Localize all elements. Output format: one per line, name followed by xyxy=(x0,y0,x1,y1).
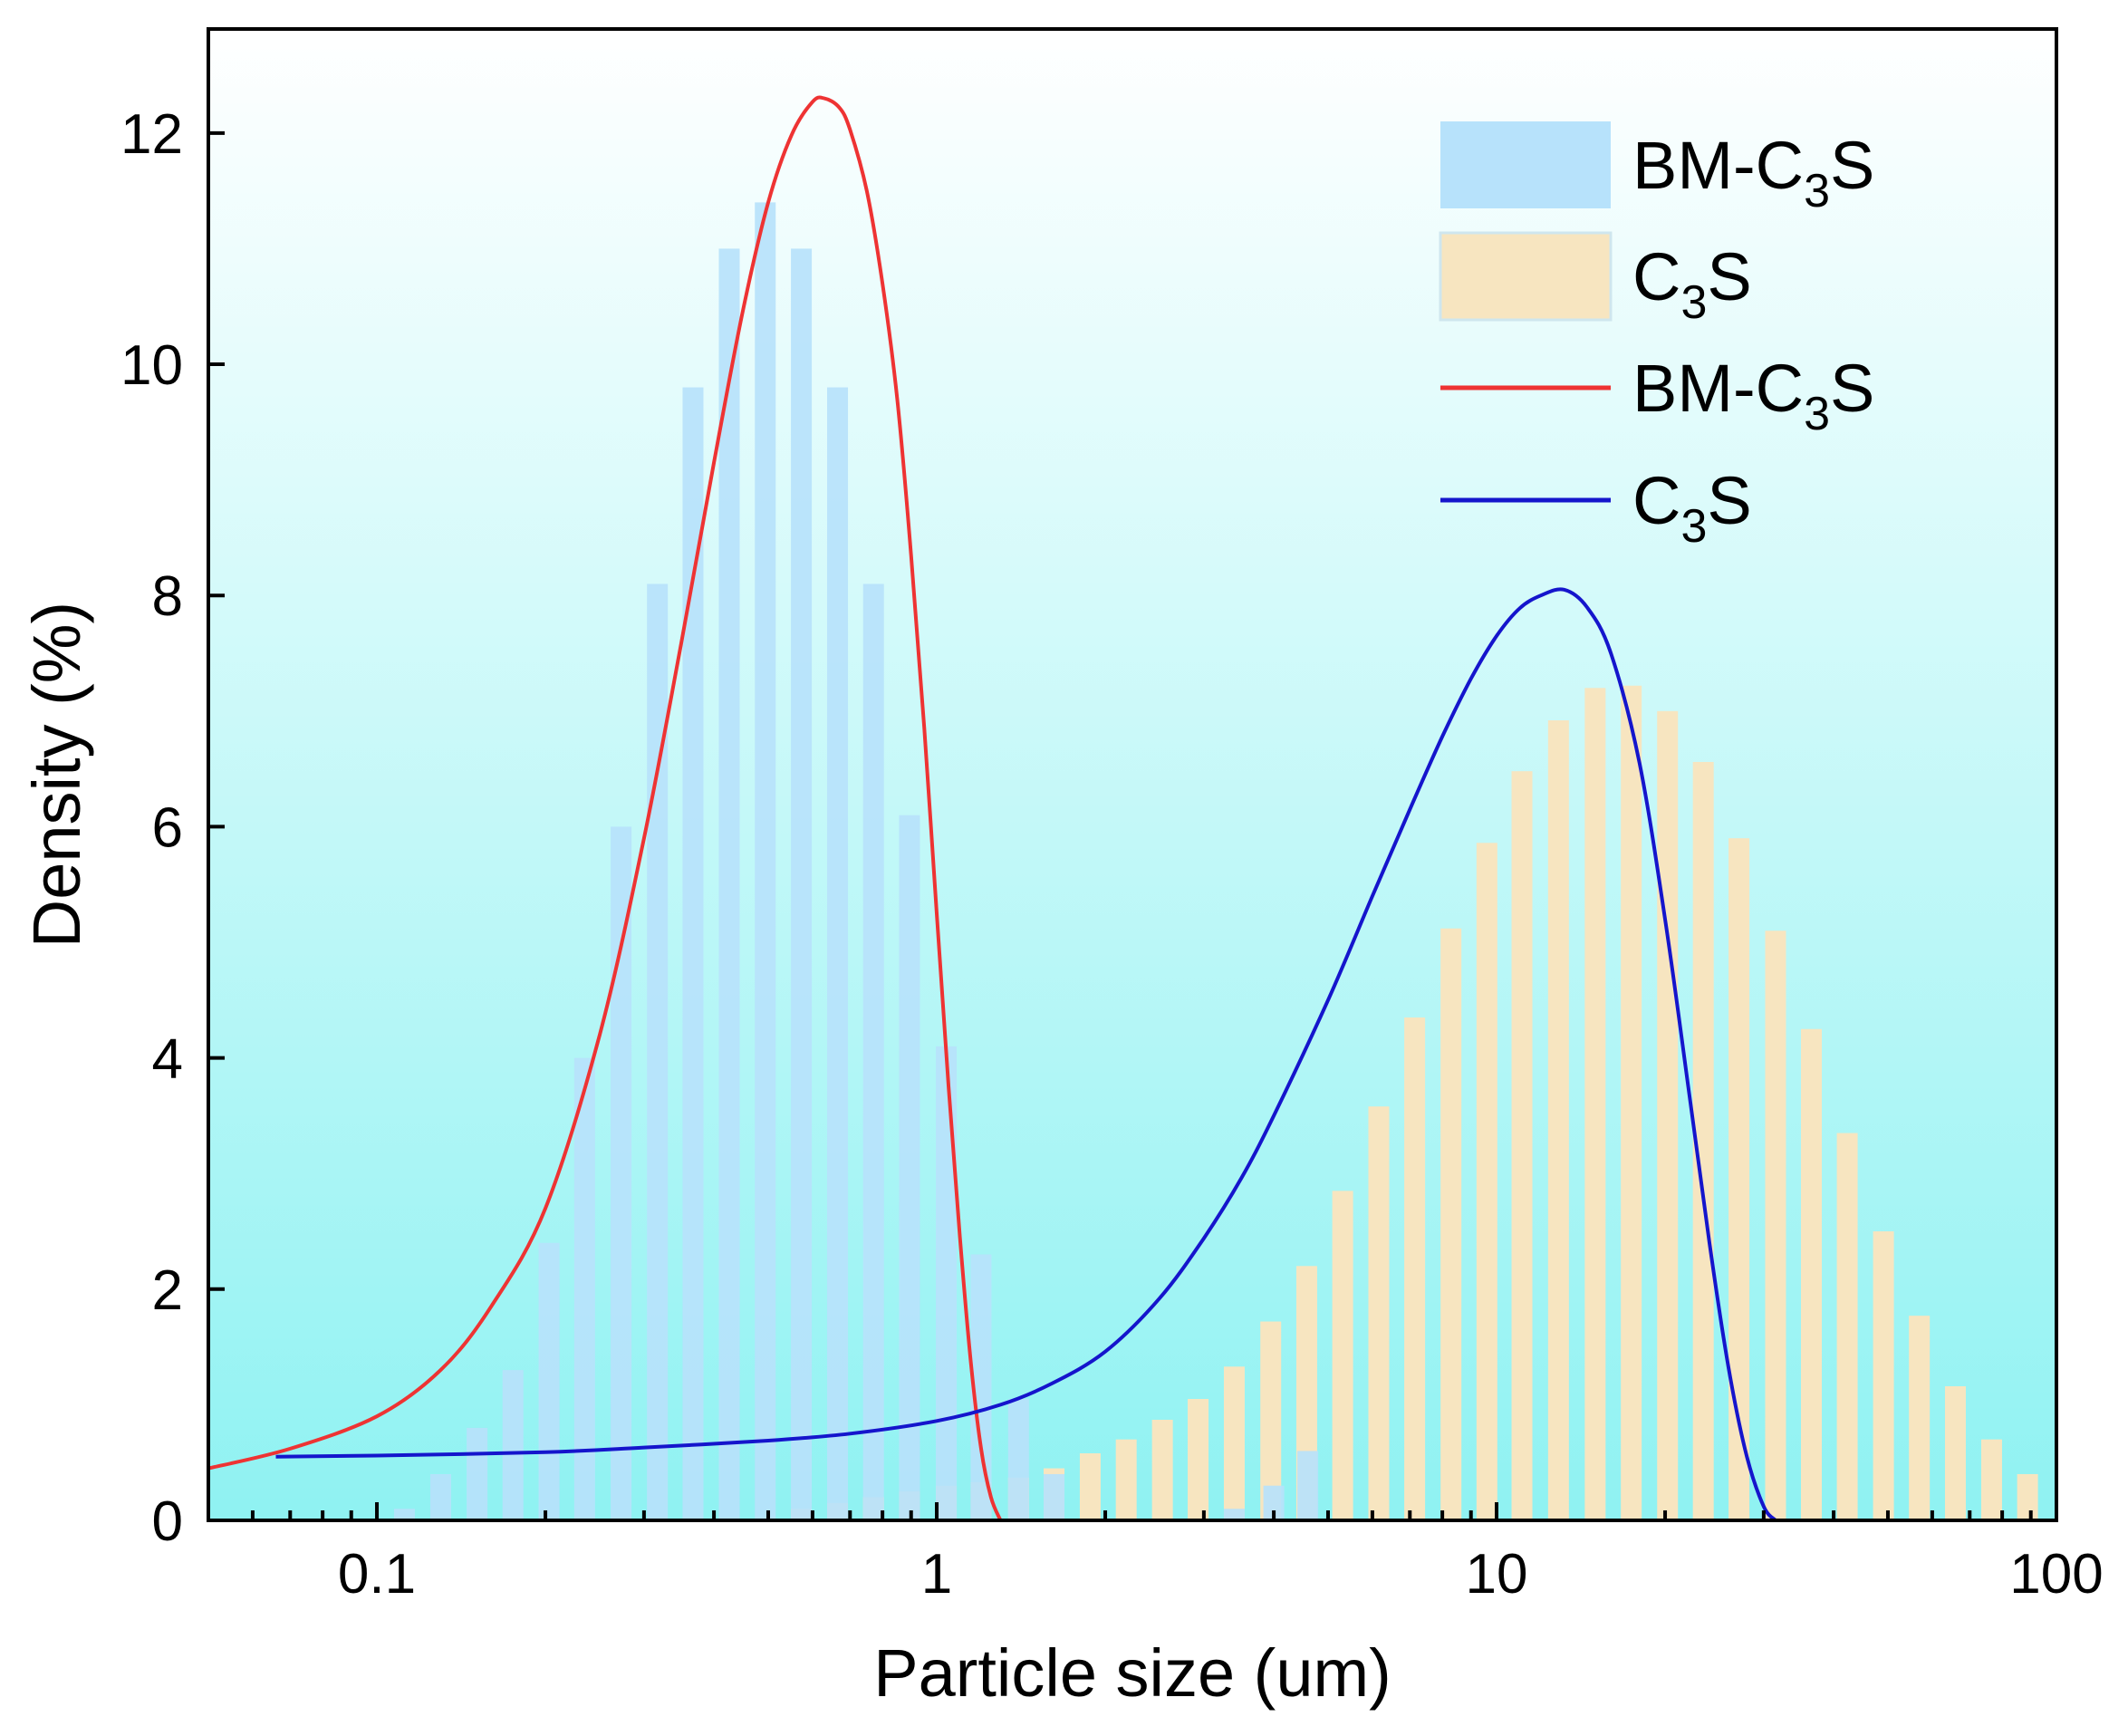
plot-frame xyxy=(207,27,2058,1522)
c3s-bar xyxy=(1728,838,1750,1520)
c3s-bar xyxy=(1151,1419,1173,1520)
c3s-bar xyxy=(1476,843,1497,1520)
bm-c3s-bar xyxy=(647,583,669,1520)
bm-c3s-bar xyxy=(1007,1399,1029,1520)
legend: BM-C3S C3S BM-C3S C3S xyxy=(1439,121,1874,553)
c3s-bar xyxy=(1836,1133,1858,1520)
bm-c3s-bar xyxy=(862,583,884,1520)
y-tick-label: 2 xyxy=(152,1259,183,1322)
y-tick-label: 12 xyxy=(120,103,183,166)
legend-label: BM-C3S xyxy=(1632,128,1874,217)
y-axis-title: Density (%) xyxy=(19,602,94,948)
bm-c3s-bar xyxy=(611,826,632,1520)
bm-c3s-bar xyxy=(899,815,920,1520)
bm-c3s-bar xyxy=(467,1427,488,1520)
c3s-bar xyxy=(1657,710,1679,1520)
c3s-bar xyxy=(1980,1439,2002,1520)
c3s-bar xyxy=(1584,688,1606,1520)
legend-label: C3S xyxy=(1632,463,1752,553)
bm-c3s-bar xyxy=(1297,1451,1319,1520)
legend-label: C3S xyxy=(1632,239,1752,329)
c3s-bar xyxy=(1115,1439,1137,1520)
y-tick-label: 4 xyxy=(152,1028,183,1091)
c3s-bar xyxy=(1765,931,1786,1520)
bm-c3s-bar xyxy=(936,1046,958,1520)
legend-label: BM-C3S xyxy=(1632,351,1874,440)
bm-c3s-bar xyxy=(682,387,704,1520)
c3s-bar xyxy=(2017,1473,2038,1520)
c3s-bar xyxy=(1368,1106,1390,1520)
x-tick-label: 1 xyxy=(921,1543,952,1606)
c3s-bar xyxy=(1944,1385,1966,1520)
c3s-bar xyxy=(1511,771,1533,1520)
c3s-bar xyxy=(1692,761,1714,1520)
y-tick-label: 6 xyxy=(152,796,183,859)
y-tick-label: 8 xyxy=(152,565,183,628)
bm-c3s-bar xyxy=(1263,1485,1285,1520)
bm-c3s-bar xyxy=(393,1509,415,1520)
bm-c3s-bar xyxy=(827,387,849,1520)
c3s-bar xyxy=(1621,685,1642,1520)
c3s-bar xyxy=(1079,1452,1101,1520)
c3s-bar xyxy=(1332,1191,1353,1520)
bm-c3s-bar xyxy=(718,248,740,1521)
c3s-bar xyxy=(1801,1028,1823,1520)
legend-swatch xyxy=(1439,231,1613,322)
y-tick-label: 0 xyxy=(152,1490,183,1553)
c3s-bar xyxy=(1909,1316,1931,1520)
x-tick-label: 100 xyxy=(2009,1543,2103,1606)
x-tick-label: 0.1 xyxy=(338,1543,416,1606)
x-axis-title: Particle size (um) xyxy=(873,1635,1391,1711)
c3s-bar xyxy=(1440,928,1462,1520)
c3s-bar xyxy=(1260,1321,1282,1520)
bm-c3s-fit-line xyxy=(207,95,1003,1521)
c3s-bar xyxy=(1547,720,1569,1520)
bm-c3s-bar xyxy=(970,1254,992,1520)
c3s-bar xyxy=(1873,1231,1894,1520)
bm-c3s-bar xyxy=(502,1370,524,1520)
bm-c3s-bar xyxy=(1223,1509,1245,1520)
bm-c3s-bar xyxy=(429,1473,451,1520)
x-tick-label: 10 xyxy=(1466,1543,1528,1606)
bm-c3s-bar xyxy=(755,202,776,1520)
c3s-fit-line xyxy=(275,587,1777,1522)
y-tick-label: 10 xyxy=(120,334,183,397)
c3s-bar xyxy=(1404,1017,1426,1520)
bm-c3s-bar xyxy=(538,1242,560,1520)
bm-c3s-bar xyxy=(791,248,813,1521)
c3s-bar xyxy=(1188,1399,1209,1520)
legend-swatch xyxy=(1440,121,1611,208)
bm-c3s-bar xyxy=(573,1057,595,1520)
bm-c3s-bar xyxy=(1044,1473,1065,1520)
c3s-bar xyxy=(1223,1366,1245,1520)
